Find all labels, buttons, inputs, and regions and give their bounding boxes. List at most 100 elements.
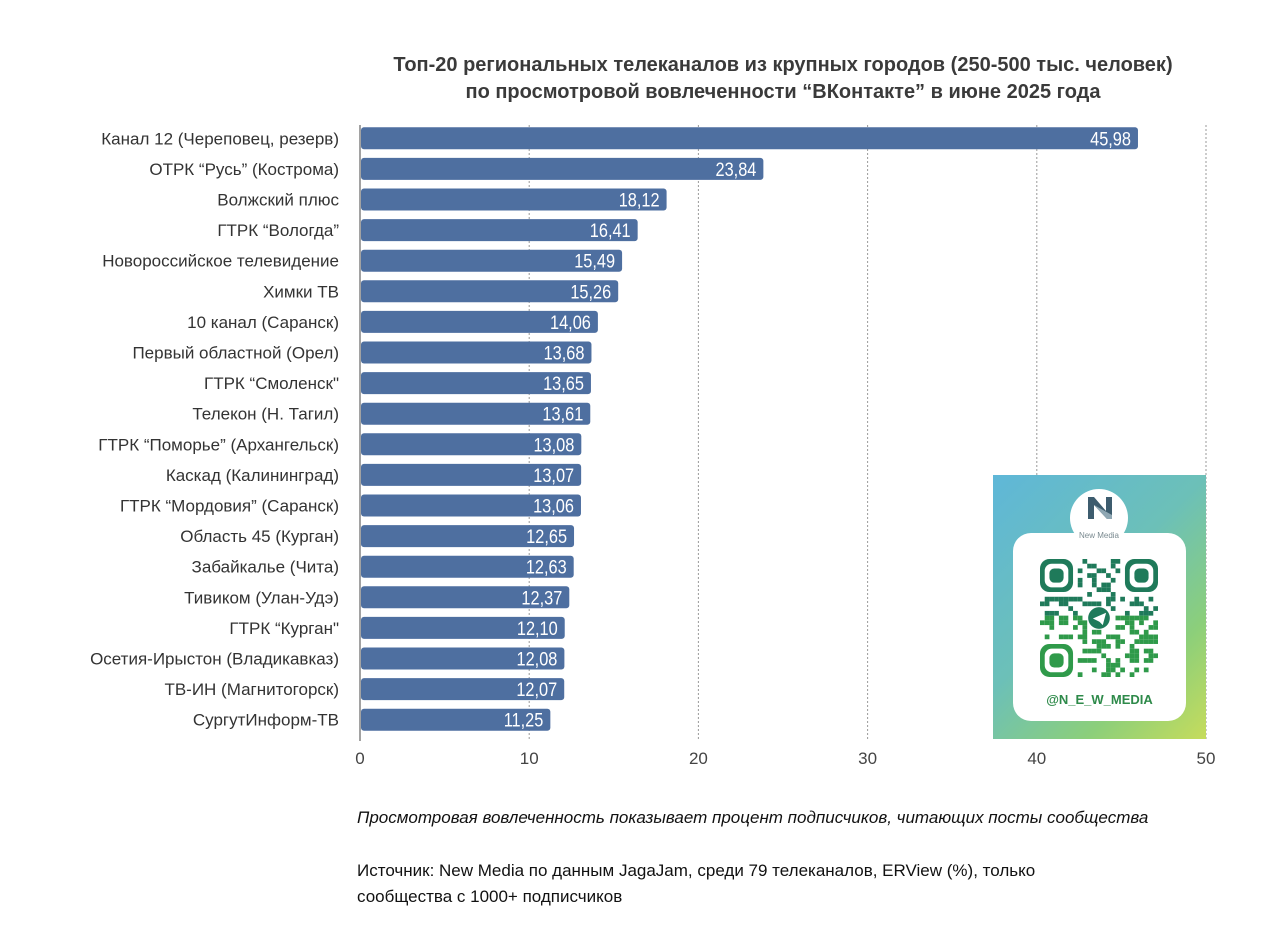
bar: [361, 341, 592, 364]
category-label: ТВ-ИН (Магнитогорск): [164, 680, 339, 699]
qr-module: [1101, 672, 1107, 677]
qr-module: [1129, 653, 1135, 659]
qr-module: [1143, 639, 1149, 644]
qr-module: [1091, 658, 1097, 663]
qr-module: [1143, 629, 1149, 635]
qr-module: [1110, 667, 1116, 673]
category-label: Тивиком (Улан-Удэ): [184, 588, 339, 607]
qr-module: [1091, 639, 1097, 644]
qr-module: [1091, 563, 1097, 569]
value-label: 18,12: [619, 189, 660, 210]
qr-module: [1091, 667, 1097, 673]
category-label: Химки ТВ: [263, 282, 339, 301]
qr-module: [1091, 577, 1097, 583]
qr-module: [1106, 601, 1111, 607]
value-label: 11,25: [504, 710, 544, 731]
qr-module: [1101, 643, 1107, 649]
qr-module: [1153, 653, 1158, 659]
category-label: ГТРК “Курган": [229, 619, 339, 638]
qr-module: [1129, 643, 1135, 649]
qr-module: [1058, 634, 1064, 640]
category-label: СургутИнформ-ТВ: [193, 711, 339, 730]
qr-module: [1087, 592, 1092, 597]
bar: [361, 678, 565, 701]
qr-module: [1077, 596, 1083, 602]
qr-module: [1091, 573, 1097, 578]
qr-module: [1082, 658, 1088, 663]
qr-module: [1143, 648, 1149, 654]
bar: [361, 586, 570, 609]
qr-module: [1096, 639, 1102, 644]
bar: [361, 157, 764, 180]
category-label: Каскад (Калининград): [166, 466, 339, 485]
qr-module: [1077, 615, 1083, 621]
telegram-handle[interactable]: @N_E_W_MEDIA: [1046, 692, 1153, 707]
qr-module: [1077, 658, 1083, 663]
qr-module: [1049, 625, 1055, 630]
qr-module: [1120, 625, 1125, 630]
qr-module: [1134, 568, 1149, 583]
qr-module: [1106, 573, 1111, 578]
qr-module: [1110, 634, 1116, 640]
value-label: 13,07: [533, 465, 574, 486]
qr-module: [1115, 615, 1121, 621]
qr-module: [1101, 653, 1107, 659]
qr-module: [1068, 596, 1074, 602]
value-label: 13,68: [544, 342, 585, 363]
value-label: 12,07: [516, 679, 557, 700]
chart-title-line-1: Топ-20 региональных телеканалов из крупн…: [393, 54, 1173, 76]
chart-note: Просмотровая вовлеченность показывает пр…: [357, 808, 1149, 827]
qr-module: [1058, 620, 1064, 626]
qr-module: [1096, 648, 1102, 654]
value-label: 23,84: [716, 159, 757, 180]
qr-module: [1115, 639, 1121, 644]
qr-module: [1058, 601, 1064, 607]
qr-module: [1120, 615, 1125, 621]
qr-module: [1082, 625, 1088, 630]
qr-module: [1063, 634, 1069, 640]
qr-promo-card[interactable]: New Media @N_E_W_MEDIA: [993, 475, 1206, 739]
bar: [361, 494, 581, 517]
value-label: 12,08: [517, 648, 558, 669]
qr-module: [1106, 582, 1111, 588]
qr-module: [1124, 620, 1130, 626]
qr-module: [1143, 667, 1149, 673]
qr-module: [1073, 625, 1078, 630]
qr-module: [1044, 596, 1050, 602]
qr-module: [1063, 615, 1069, 621]
qr-module: [1143, 610, 1149, 616]
qr-module: [1143, 658, 1149, 663]
value-label: 16,41: [590, 220, 631, 241]
brand-logo-icon: [1088, 497, 1112, 519]
qr-module: [1139, 615, 1144, 621]
qr-module: [1077, 672, 1083, 677]
qr-module: [1087, 563, 1092, 569]
qr-module: [1087, 658, 1092, 663]
qr-module: [1063, 596, 1069, 602]
value-label: 13,65: [543, 373, 584, 394]
qr-module: [1115, 672, 1121, 677]
qr-module: [1040, 620, 1045, 626]
qr-module: [1106, 672, 1111, 677]
qr-module: [1120, 639, 1125, 644]
qr-module: [1054, 610, 1059, 616]
qr-module: [1087, 648, 1092, 654]
qr-module: [1148, 658, 1154, 663]
qr-code-icon[interactable]: [1040, 559, 1158, 677]
value-label: 15,26: [570, 281, 611, 302]
qr-module: [1106, 643, 1111, 649]
value-label: 15,49: [574, 251, 615, 272]
qr-module: [1096, 629, 1102, 635]
qr-module: [1106, 587, 1111, 593]
category-label: ОТРК “Русь” (Кострома): [149, 160, 339, 179]
qr-module: [1058, 596, 1064, 602]
qr-module: [1082, 639, 1088, 644]
qr-module: [1115, 568, 1121, 574]
qr-module: [1129, 629, 1135, 635]
qr-module: [1068, 634, 1074, 640]
qr-module: [1115, 662, 1121, 668]
qr-module: [1077, 582, 1083, 588]
qr-module: [1073, 596, 1078, 602]
qr-module: [1073, 615, 1078, 621]
bar: [361, 310, 598, 333]
